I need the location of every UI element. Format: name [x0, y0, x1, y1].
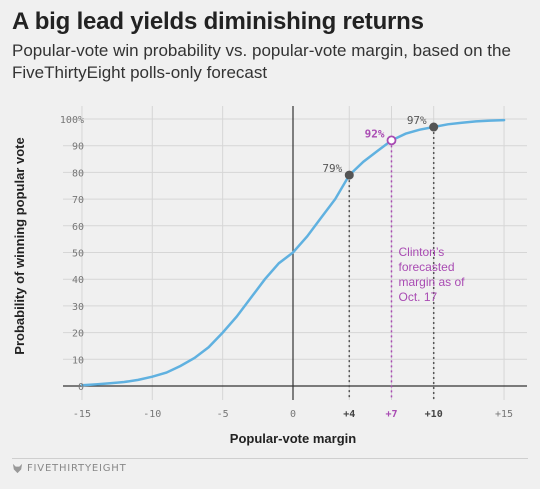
data-point-marker — [429, 122, 439, 132]
y-tick-label: 40 — [72, 275, 84, 286]
footer-divider — [12, 458, 528, 459]
brand-logo: FIVETHIRTYEIGHT — [12, 463, 127, 474]
y-tick-label: 60 — [72, 222, 84, 233]
x-tick-label: +7 — [385, 409, 397, 420]
x-tick-label: 0 — [290, 409, 296, 420]
reference-line-layer — [348, 127, 435, 400]
data-point-label: 92% — [365, 127, 385, 140]
x-tick-label: +10 — [425, 409, 443, 420]
data-point-label: 79% — [322, 162, 342, 175]
x-tick-label: -10 — [143, 409, 161, 420]
annotation-line: forecasted — [398, 260, 454, 274]
data-point-label: 97% — [407, 114, 427, 127]
data-point-marker — [344, 170, 354, 180]
annotation-line: margin as of — [398, 275, 465, 289]
y-tick-label: 70 — [72, 195, 84, 206]
win-probability-chart: 0 10 20 30 40 50 60 70 80 90 100% -15 -10 -5 0 +4 +7 +10 +… — [12, 106, 527, 446]
y-tick-label: 10 — [72, 355, 84, 366]
y-tick-label: 100% — [60, 115, 84, 126]
marker-layer — [344, 122, 439, 180]
x-axis-title: Popular-vote margin — [230, 431, 356, 446]
y-axis-title: Probability of winning popular vote — [12, 137, 27, 354]
brand-text: FIVETHIRTYEIGHT — [27, 463, 127, 474]
chart-subtitle: Popular-vote win probability vs. popular… — [12, 41, 511, 82]
y-tick-label: 80 — [72, 168, 84, 179]
x-tick-label: -5 — [217, 409, 229, 420]
y-tick-label: 30 — [72, 302, 84, 313]
data-point-marker — [386, 135, 397, 146]
annotation-line: Oct. 17 — [398, 290, 437, 304]
y-tick-label: 90 — [72, 142, 84, 153]
chart-title: A big lead yields diminishing returns — [12, 8, 424, 35]
y-tick-label: 20 — [72, 329, 84, 340]
x-tick-label: -15 — [73, 409, 91, 420]
fox-icon — [12, 463, 23, 474]
annotation-line: Clinton’s — [398, 245, 444, 259]
y-tick-label: 0 — [78, 382, 84, 393]
label-layer: 0 10 20 30 40 50 60 70 80 90 100% -15 -10 -5 0 +4 +7 +10 +… — [60, 114, 513, 420]
grid-layer — [63, 106, 527, 400]
x-tick-label: +15 — [495, 409, 513, 420]
y-tick-label: 50 — [72, 249, 84, 260]
x-tick-label: +4 — [343, 409, 355, 420]
